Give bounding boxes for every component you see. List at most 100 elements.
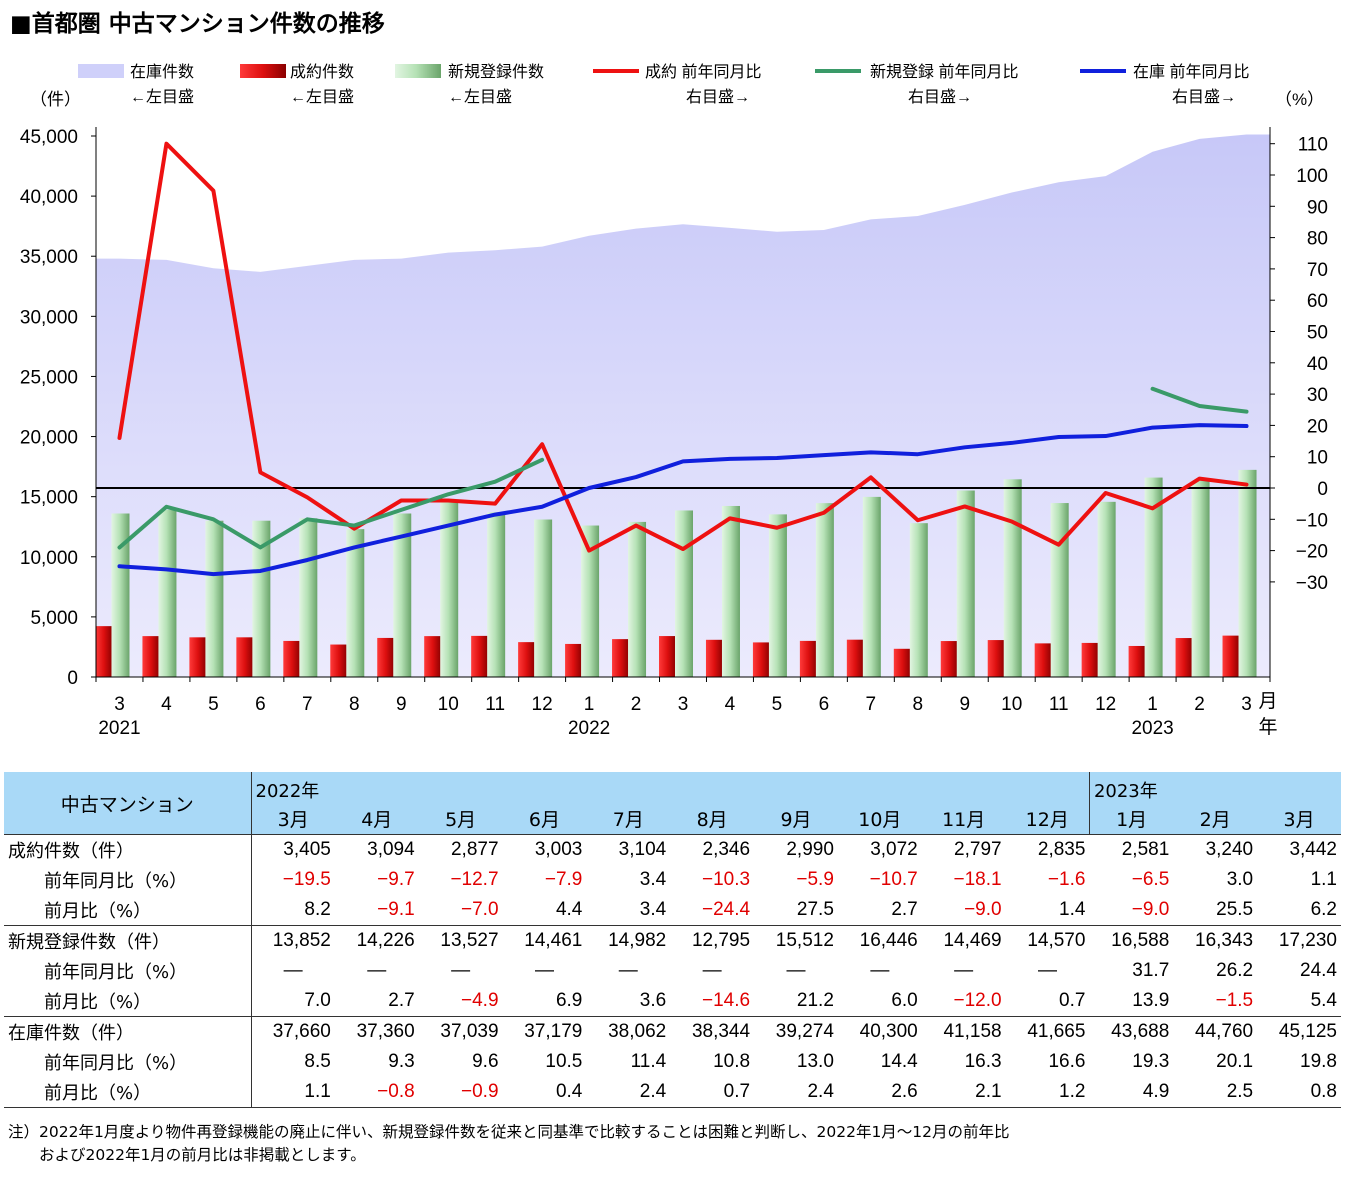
table-cell: 38,062 <box>586 1016 671 1047</box>
contracts-bar <box>189 637 207 677</box>
table-corner-label: 中古マンション <box>4 772 252 835</box>
table-cell: 16,446 <box>837 925 922 956</box>
table-cell: 12,795 <box>670 925 755 956</box>
table-cell: 1.2 <box>1005 1077 1090 1108</box>
contracts-bar <box>565 643 583 677</box>
table-cell: −7.9 <box>544 869 583 890</box>
legend-label: 成約 前年同月比 <box>645 63 761 81</box>
right-tick-label: −20 <box>1296 542 1328 563</box>
table-cell: 2.7 <box>891 899 918 920</box>
right-tick-label: 20 <box>1307 416 1328 437</box>
table-cell: −5.9 <box>796 869 834 890</box>
left-tick-label: 45,000 <box>20 127 78 148</box>
table-cell: 14.4 <box>880 1051 918 1072</box>
table-month-header: 2月 <box>1173 803 1258 835</box>
year-unit-label: 年 <box>1258 716 1277 738</box>
contracts-bar <box>236 637 254 677</box>
table-cell: 2,581 <box>1089 834 1174 865</box>
left-tick-label: 20,000 <box>20 428 78 449</box>
table-month-header: 9月 <box>754 803 838 835</box>
contracts-bar <box>893 648 911 677</box>
table-cell: 26.2 <box>1216 960 1254 981</box>
new-registration-bar <box>1144 477 1163 677</box>
left-unit-label: （件） <box>30 90 81 109</box>
table-cell: 2,797 <box>921 834 1006 865</box>
contracts-yoy-line <box>117 141 1249 553</box>
new-registration-bar <box>581 525 600 677</box>
table-row: 在庫件数（件） 37,660 37,360 37,039 37,179 38,062 38,… <box>4 1016 1341 1047</box>
new-registration-bar <box>768 514 787 677</box>
table-cell: — <box>870 960 890 981</box>
new-registration-bar <box>1238 469 1257 677</box>
chart-title: ■首都圏 中古マンション件数の推移 <box>10 11 385 37</box>
right-tick-label: 40 <box>1307 354 1328 375</box>
table-cell: 3,094 <box>334 834 419 865</box>
table-cell: 13,527 <box>418 925 503 956</box>
table-cell: 2.6 <box>837 1077 922 1108</box>
table-cell: 21.2 <box>796 990 834 1011</box>
table-row-label: 前年同月比（%） <box>4 956 252 986</box>
table-cell: — <box>786 960 806 981</box>
contracts-bar <box>987 640 1005 677</box>
table-year-2023: 2023年 <box>1088 772 1341 803</box>
table-cell: −12.0 <box>953 990 1002 1011</box>
x-tick-label: 7 <box>302 694 313 715</box>
table-cell: 1.1 <box>1310 869 1337 890</box>
new-registration-bar <box>1003 479 1022 677</box>
table-cell: 16.3 <box>964 1051 1002 1072</box>
table-cell: −1.6 <box>1047 869 1086 890</box>
x-tick-label: 10 <box>438 694 459 715</box>
new-registration-bar <box>393 513 412 677</box>
table-cell: 10.8 <box>713 1051 751 1072</box>
legend-label: 新規登録件数 <box>448 63 544 81</box>
legend-label: 成約件数 <box>290 63 354 81</box>
new-registration-bar <box>862 496 881 677</box>
contracts-bar <box>1222 635 1240 677</box>
table-cell: −9.1 <box>377 899 415 920</box>
legend-note: ←左目盛 <box>290 88 354 106</box>
table-cell: −12.7 <box>450 869 499 890</box>
table-row-label: 在庫件数（件） <box>4 1016 252 1047</box>
table-cell: 14,461 <box>502 925 587 956</box>
new-registration-bar <box>1050 503 1069 677</box>
x-tick-label: 4 <box>161 694 172 715</box>
table-cell: 9.3 <box>388 1051 415 1072</box>
table-cell: 2,835 <box>1005 834 1090 865</box>
table-month-header: 1月 <box>1088 803 1174 835</box>
table-row-label: 前月比（%） <box>4 1077 252 1108</box>
x-tick-label: 3 <box>678 694 689 715</box>
data-table: 中古マンション 2022年 2023年 3月 4月 5月 6月 7月 8月 9月 10月 11月 12月… <box>4 772 1341 1108</box>
table-month-header: 4月 <box>334 803 419 835</box>
table-month-header: 6月 <box>502 803 587 835</box>
footnote-line-2: および2022年1月の前月比は非掲載とします。 <box>8 1146 366 1164</box>
x-tick-label: 2 <box>631 694 642 715</box>
legend-item-contracts: 成約件数 ←左目盛 <box>240 63 354 106</box>
contracts-bar <box>377 637 395 677</box>
table-cell: 2,877 <box>418 834 503 865</box>
inventory-yoy-line <box>117 423 1249 577</box>
table-header-row-years: 中古マンション 2022年 2023年 <box>4 772 1341 835</box>
table-cell: 37,660 <box>251 1016 335 1047</box>
table-cell: −6.5 <box>1131 869 1170 890</box>
x-tick-label: 3 <box>1241 694 1252 715</box>
new-registration-bar <box>956 490 975 677</box>
table-cell: 3,405 <box>251 834 335 865</box>
legend-swatch <box>395 64 441 78</box>
table-cell: — <box>702 960 722 981</box>
new-registration-bar <box>1097 501 1116 677</box>
x-year-label: 2022 <box>568 718 610 739</box>
x-tick-label: 1 <box>584 694 595 715</box>
table-cell: 4.9 <box>1089 1077 1174 1108</box>
legend-item-new_reg: 新規登録件数 ←左目盛 <box>395 63 544 106</box>
legend-note: ←左目盛 <box>448 88 512 106</box>
table-row-label: 前年同月比（%） <box>4 865 252 895</box>
right-unit-label: （%） <box>1275 90 1324 109</box>
table-cell: — <box>283 960 303 981</box>
table-cell: −0.8 <box>334 1077 419 1108</box>
table-cell: −4.9 <box>461 990 499 1011</box>
table-cell: −14.6 <box>701 990 751 1011</box>
table-cell: 0.7 <box>1059 990 1086 1011</box>
table-cell: 6.2 <box>1310 899 1337 920</box>
new-registration-bar <box>534 519 553 677</box>
